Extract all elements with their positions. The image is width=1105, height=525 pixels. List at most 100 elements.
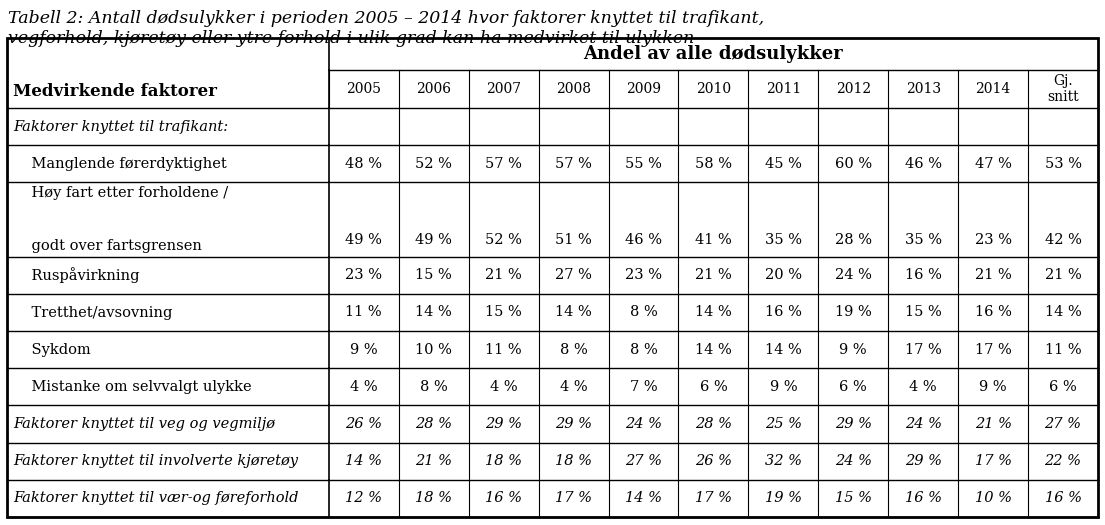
Text: 9 %: 9 % [840,343,867,356]
Text: 16 %: 16 % [765,306,802,320]
Text: 15 %: 15 % [485,306,522,320]
Text: 2009: 2009 [627,82,661,96]
Text: 17 %: 17 % [905,343,941,356]
Text: 11 %: 11 % [346,306,382,320]
Text: Gj.
snitt: Gj. snitt [1048,74,1078,104]
Text: 35 %: 35 % [905,234,941,247]
Text: 29 %: 29 % [555,417,592,431]
Text: 2008: 2008 [556,82,591,96]
Text: 14 %: 14 % [695,343,732,356]
Text: 16 %: 16 % [975,306,1011,320]
Text: 18 %: 18 % [485,454,523,468]
Text: 17 %: 17 % [975,454,1011,468]
Text: 10 %: 10 % [415,343,452,356]
Text: 14 %: 14 % [695,306,732,320]
Text: 18 %: 18 % [415,491,452,506]
Text: 23 %: 23 % [345,268,382,282]
Text: 47 %: 47 % [975,157,1011,171]
Text: 27 %: 27 % [1044,417,1082,431]
Text: 14 %: 14 % [765,343,802,356]
Text: 6 %: 6 % [699,380,727,394]
Text: 52 %: 52 % [485,234,522,247]
Text: 8 %: 8 % [630,306,657,320]
Text: 14 %: 14 % [625,491,662,506]
Text: 21 %: 21 % [415,454,452,468]
Text: 29 %: 29 % [834,417,872,431]
Text: 14 %: 14 % [345,454,382,468]
Text: 2014: 2014 [976,82,1011,96]
Text: 35 %: 35 % [765,234,802,247]
Text: 6 %: 6 % [840,380,867,394]
Text: 16 %: 16 % [905,491,941,506]
Text: 4 %: 4 % [490,380,517,394]
Text: 46 %: 46 % [905,157,941,171]
Text: 27 %: 27 % [625,454,662,468]
Text: 45 %: 45 % [765,157,802,171]
Text: 11 %: 11 % [485,343,522,356]
Text: Andel av alle dødsulykker: Andel av alle dødsulykker [583,45,843,63]
Text: 17 %: 17 % [975,343,1011,356]
Text: 16 %: 16 % [905,268,941,282]
Text: 4 %: 4 % [909,380,937,394]
Text: 24 %: 24 % [905,417,941,431]
Text: 4 %: 4 % [350,380,378,394]
Text: 28 %: 28 % [415,417,452,431]
Text: 49 %: 49 % [415,234,452,247]
Text: 21 %: 21 % [975,417,1011,431]
Text: 21 %: 21 % [695,268,732,282]
Text: 2006: 2006 [417,82,451,96]
Text: 2012: 2012 [835,82,871,96]
Text: 7 %: 7 % [630,380,657,394]
Text: 8 %: 8 % [420,380,448,394]
Text: 57 %: 57 % [485,157,522,171]
Text: 29 %: 29 % [905,454,941,468]
Text: Tabell 2: Antall dødsulykker i perioden 2005 – 2014 hvor faktorer knyttet til tr: Tabell 2: Antall dødsulykker i perioden … [8,10,765,27]
Text: Ruspåvirkning: Ruspåvirkning [13,267,139,284]
Text: 9 %: 9 % [350,343,378,356]
Text: 21 %: 21 % [1044,268,1082,282]
Text: 15 %: 15 % [415,268,452,282]
Text: 14 %: 14 % [1044,306,1082,320]
Text: 2005: 2005 [346,82,381,96]
Text: 21 %: 21 % [975,268,1011,282]
Text: 42 %: 42 % [1044,234,1082,247]
Text: 11 %: 11 % [1044,343,1082,356]
Text: 8 %: 8 % [630,343,657,356]
Text: Høy fart etter forholdene /: Høy fart etter forholdene / [13,186,228,201]
Text: 2013: 2013 [906,82,940,96]
Text: 14 %: 14 % [415,306,452,320]
Text: 12 %: 12 % [345,491,382,506]
Text: 53 %: 53 % [1044,157,1082,171]
Text: 51 %: 51 % [555,234,592,247]
Text: vegforhold, kjøretøy eller ytre forhold i ulik grad kan ha medvirket til ulykken: vegforhold, kjøretøy eller ytre forhold … [8,30,694,47]
Text: 14 %: 14 % [555,306,592,320]
Text: 26 %: 26 % [695,454,732,468]
Text: 49 %: 49 % [346,234,382,247]
Text: 24 %: 24 % [835,268,872,282]
Text: 2011: 2011 [766,82,801,96]
Text: 32 %: 32 % [765,454,802,468]
Text: 19 %: 19 % [765,491,802,506]
Text: 20 %: 20 % [765,268,802,282]
Text: 28 %: 28 % [834,234,872,247]
Text: 9 %: 9 % [979,380,1007,394]
Text: 2010: 2010 [696,82,732,96]
Text: 60 %: 60 % [834,157,872,171]
Text: Tretthet/avsovning: Tretthet/avsovning [13,306,172,320]
Text: Medvirkende faktorer: Medvirkende faktorer [13,83,217,100]
Text: 15 %: 15 % [905,306,941,320]
Text: 55 %: 55 % [625,157,662,171]
Text: 16 %: 16 % [1044,491,1082,506]
Text: Faktorer knyttet til vær-og føreforhold: Faktorer knyttet til vær-og føreforhold [13,491,298,506]
Text: 17 %: 17 % [695,491,732,506]
Text: 4 %: 4 % [560,380,588,394]
Text: Faktorer knyttet til veg og vegmiljø: Faktorer knyttet til veg og vegmiljø [13,417,275,431]
Text: 41 %: 41 % [695,234,732,247]
Text: Faktorer knyttet til involverte kjøretøy: Faktorer knyttet til involverte kjøretøy [13,454,298,468]
Text: 17 %: 17 % [555,491,592,506]
Text: 28 %: 28 % [695,417,732,431]
Text: 58 %: 58 % [695,157,732,171]
Text: 21 %: 21 % [485,268,522,282]
Text: 18 %: 18 % [555,454,592,468]
Text: 27 %: 27 % [555,268,592,282]
